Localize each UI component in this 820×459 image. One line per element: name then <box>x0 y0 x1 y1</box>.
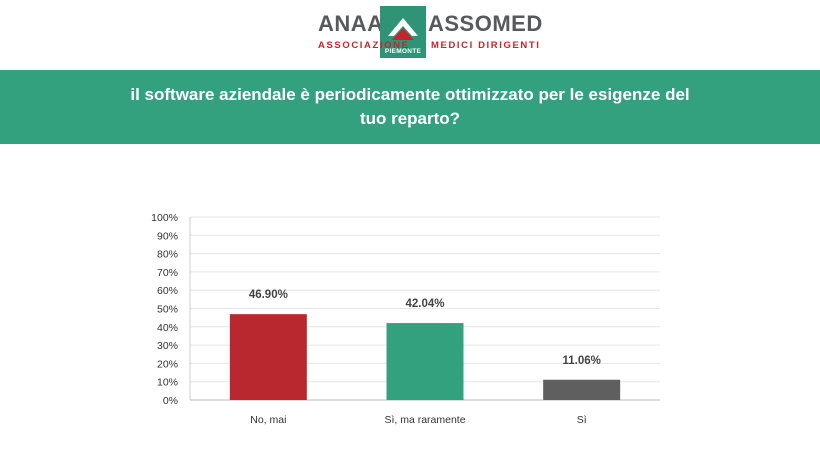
y-tick-label: 60% <box>157 285 178 297</box>
bar <box>386 323 464 400</box>
bar-chart-svg: 0% 10% 20% 30% 40% 50% 60% 70% 80% 90% 100% 46.90% N… <box>151 212 660 426</box>
x-category-label: No, mai <box>250 414 286 426</box>
data-label: 42.04% <box>405 298 444 310</box>
question-title: il software aziendale è periodicamente o… <box>130 85 690 128</box>
logo: ANAAO PIEMONTE ASSOMED ASSOCIAZIONE MEDI… <box>0 0 820 66</box>
logo-mark-icon: PIEMONTE <box>380 6 426 58</box>
data-label: 11.06% <box>562 355 600 367</box>
y-tick-label: 0% <box>163 395 178 407</box>
bar-chart: 0% 10% 20% 30% 40% 50% 60% 70% 80% 90% 100% 46.90% N… <box>0 150 820 459</box>
data-label: 46.90% <box>249 289 288 301</box>
y-tick-label: 40% <box>157 322 178 334</box>
x-category-label: Sì <box>577 414 587 426</box>
logo-word-right: ASSOMED <box>428 11 543 36</box>
x-category-label: Sì, ma raramente <box>384 414 465 426</box>
y-tick-label: 100% <box>151 212 178 224</box>
bar <box>543 379 621 400</box>
y-tick-label: 80% <box>157 249 178 261</box>
y-tick-label: 70% <box>157 267 178 279</box>
y-tick-label: 30% <box>157 340 178 352</box>
logo-subtitle-left: ASSOCIAZIONE <box>318 40 410 51</box>
logo-region-label: PIEMONTE <box>384 48 422 55</box>
logo-subtitle-right: MEDICI DIRIGENTI <box>431 40 541 51</box>
y-tick-label: 90% <box>157 230 178 242</box>
y-tick-label: 10% <box>157 377 178 389</box>
y-tick-label: 20% <box>157 358 178 370</box>
question-header: il software aziendale è periodicamente o… <box>0 70 820 144</box>
y-tick-label: 50% <box>157 304 178 316</box>
bar <box>229 314 307 400</box>
